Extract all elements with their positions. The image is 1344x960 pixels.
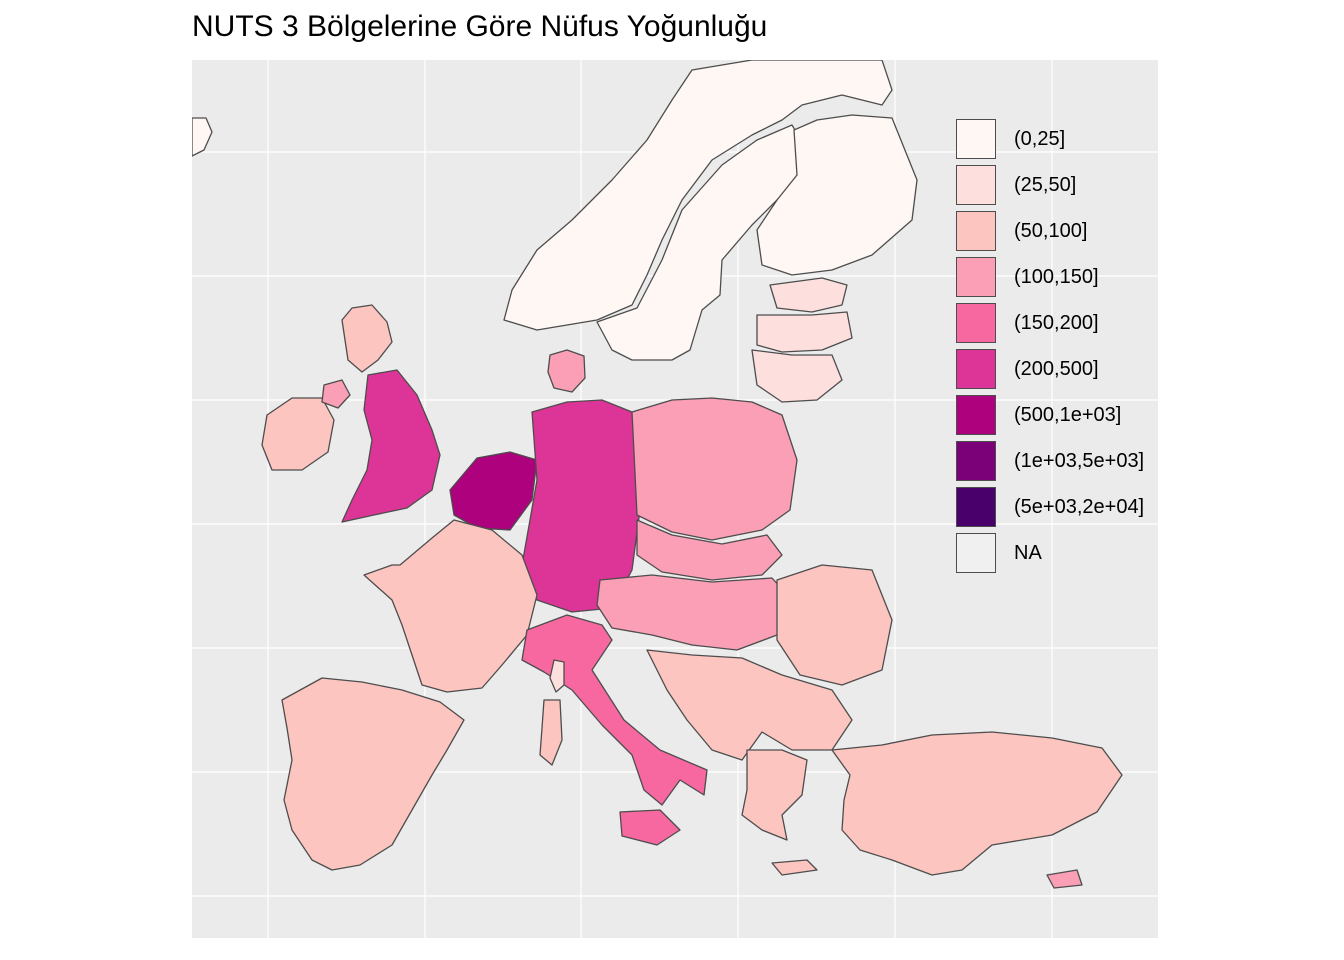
- legend-item: (1e+03,5e+03]: [956, 438, 1144, 484]
- legend-swatch: [956, 119, 996, 159]
- legend-item: (50,100]: [956, 208, 1144, 254]
- legend-item: (200,500]: [956, 346, 1144, 392]
- region-turkey: [831, 731, 1123, 876]
- legend-swatch: [956, 487, 996, 527]
- map-regions: [192, 60, 1123, 889]
- region-england: [341, 369, 441, 523]
- legend-swatch: [956, 349, 996, 389]
- region-italy: [521, 614, 708, 806]
- region-sicily: [619, 809, 681, 846]
- region-iberia: [281, 677, 465, 871]
- legend-swatch: [956, 395, 996, 435]
- region-greece: [741, 749, 808, 841]
- legend-label: (25,50]: [1014, 173, 1077, 196]
- legend-swatch: [956, 533, 996, 573]
- legend-label: (1e+03,5e+03]: [1014, 449, 1145, 472]
- legend-item: (25,50]: [956, 162, 1144, 208]
- region-scotland: [341, 304, 393, 373]
- region-poland: [631, 397, 798, 541]
- region-lithuania: [751, 349, 843, 403]
- region-norway: [503, 60, 893, 331]
- legend-swatch: [956, 211, 996, 251]
- map-legend: (0,25] (25,50] (50,100] (100,150] (150,2…: [956, 116, 1144, 576]
- legend-item: (0,25]: [956, 116, 1144, 162]
- map-panel: [192, 60, 1158, 938]
- legend-item: NA: [956, 530, 1144, 576]
- region-benelux: [449, 451, 538, 531]
- region-austria-hungary: [596, 574, 793, 651]
- region-latvia: [756, 311, 853, 353]
- map-title: NUTS 3 Bölgelerine Göre Nüfus Yoğunluğu: [192, 10, 768, 43]
- region-iceland: [192, 117, 213, 157]
- legend-label: (0,25]: [1014, 127, 1066, 150]
- region-ireland: [261, 397, 335, 471]
- legend-swatch: [956, 165, 996, 205]
- legend-item: (100,150]: [956, 254, 1144, 300]
- legend-swatch: [956, 441, 996, 481]
- legend-item: (5e+03,2e+04]: [956, 484, 1144, 530]
- region-cyprus: [1046, 869, 1083, 889]
- region-czechia-slovakia: [636, 519, 783, 581]
- region-finland: [756, 114, 918, 276]
- legend-label: NA: [1014, 541, 1042, 564]
- legend-swatch: [956, 303, 996, 343]
- region-balkans: [646, 649, 853, 761]
- region-denmark: [547, 349, 586, 393]
- choropleth-map: [192, 60, 1158, 938]
- region-corsica: [549, 659, 565, 693]
- region-northern-ireland: [321, 379, 351, 409]
- legend-label: (5e+03,2e+04]: [1014, 495, 1145, 518]
- legend-label: (100,150]: [1014, 265, 1099, 288]
- region-estonia: [769, 277, 848, 313]
- legend-item: (500,1e+03]: [956, 392, 1144, 438]
- legend-label: (200,500]: [1014, 357, 1099, 380]
- region-romania: [776, 564, 893, 686]
- legend-label: (150,200]: [1014, 311, 1099, 334]
- legend-label: (500,1e+03]: [1014, 403, 1122, 426]
- region-sardinia: [539, 699, 563, 766]
- region-crete: [771, 859, 818, 876]
- legend-label: (50,100]: [1014, 219, 1088, 242]
- region-france: [363, 519, 538, 693]
- legend-swatch: [956, 257, 996, 297]
- legend-item: (150,200]: [956, 300, 1144, 346]
